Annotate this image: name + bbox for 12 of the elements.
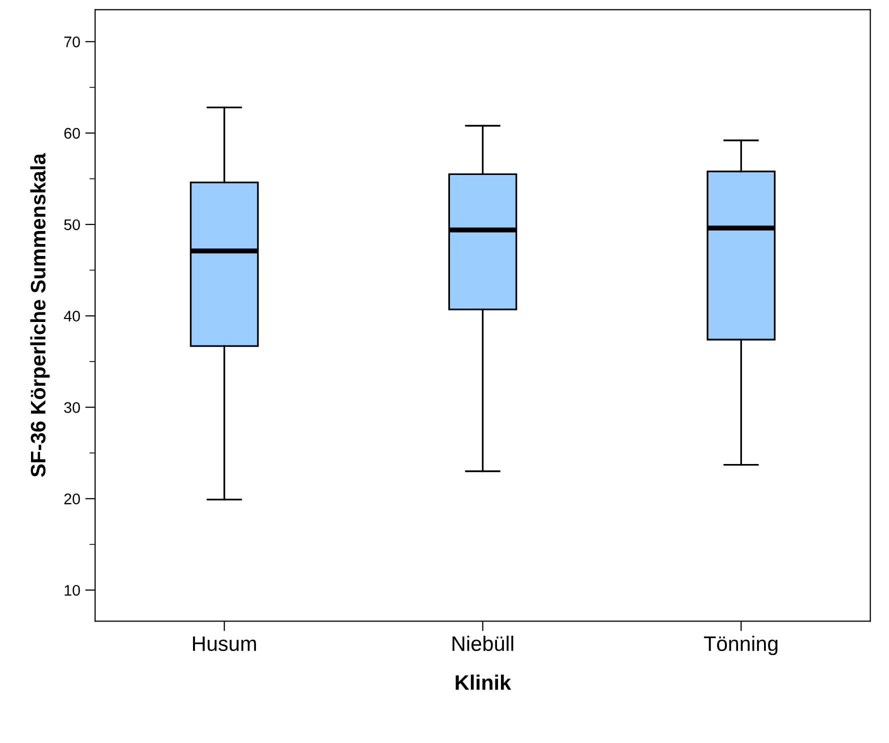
y-tick-label: 30: [64, 402, 80, 413]
y-tick-label: 50: [64, 219, 80, 230]
y-tick-label: 20: [64, 494, 80, 504]
y-axis-title: SF-36 Körperliche Summenskala: [30, 153, 50, 477]
x-tick-label: Husum: [193, 636, 256, 652]
x-axis-title: Klinik: [456, 674, 512, 690]
x-tick-label: Niebüll: [452, 636, 514, 652]
y-tick-label: 60: [64, 128, 80, 139]
x-tick-label: Tönning: [704, 636, 778, 656]
y-tick-label: 70: [64, 36, 80, 48]
y-tick-label: 40: [64, 310, 80, 322]
y-tick-label: 10: [64, 584, 80, 596]
